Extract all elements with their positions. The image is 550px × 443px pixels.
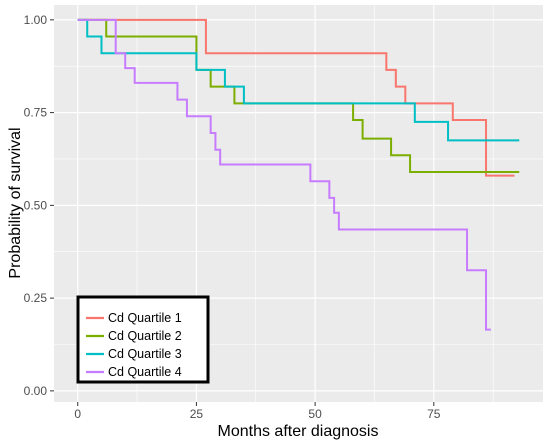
x-tick-label: 0	[74, 407, 81, 421]
series-layer	[77, 18, 520, 331]
series-line-quartile-1	[77, 18, 515, 177]
legend-label: Cd Quartile 4	[108, 365, 182, 379]
x-axis: 0 25 50 75	[74, 402, 441, 421]
x-tick-label: 50	[308, 407, 322, 421]
grid-minor	[54, 5, 543, 402]
y-tick-label: 1.00	[24, 13, 48, 27]
y-tick-label: 0.75	[24, 106, 48, 120]
y-tick-label: 0.50	[24, 198, 48, 212]
x-tick-label: 75	[427, 407, 441, 421]
y-tick-label: 0.00	[24, 384, 48, 398]
x-axis-title: Months after diagnosis	[218, 423, 379, 440]
legend-label: Cd Quartile 3	[108, 347, 182, 361]
x-tick-label: 25	[190, 407, 204, 421]
series-line-quartile-4	[77, 18, 491, 331]
series-line-quartile-2	[77, 18, 520, 173]
legend-label: Cd Quartile 2	[108, 329, 182, 343]
series-line-quartile-3	[77, 18, 520, 142]
legend: Cd Quartile 1 Cd Quartile 2 Cd Quartile 3 C…	[76, 295, 210, 384]
y-axis: 0.00 0.25 0.50 0.75 1.00	[24, 13, 54, 398]
legend-label: Cd Quartile 1	[108, 311, 182, 325]
y-axis-title: Probability of survival	[7, 127, 24, 278]
y-tick-label: 0.25	[24, 291, 48, 305]
legend-box	[76, 295, 210, 384]
